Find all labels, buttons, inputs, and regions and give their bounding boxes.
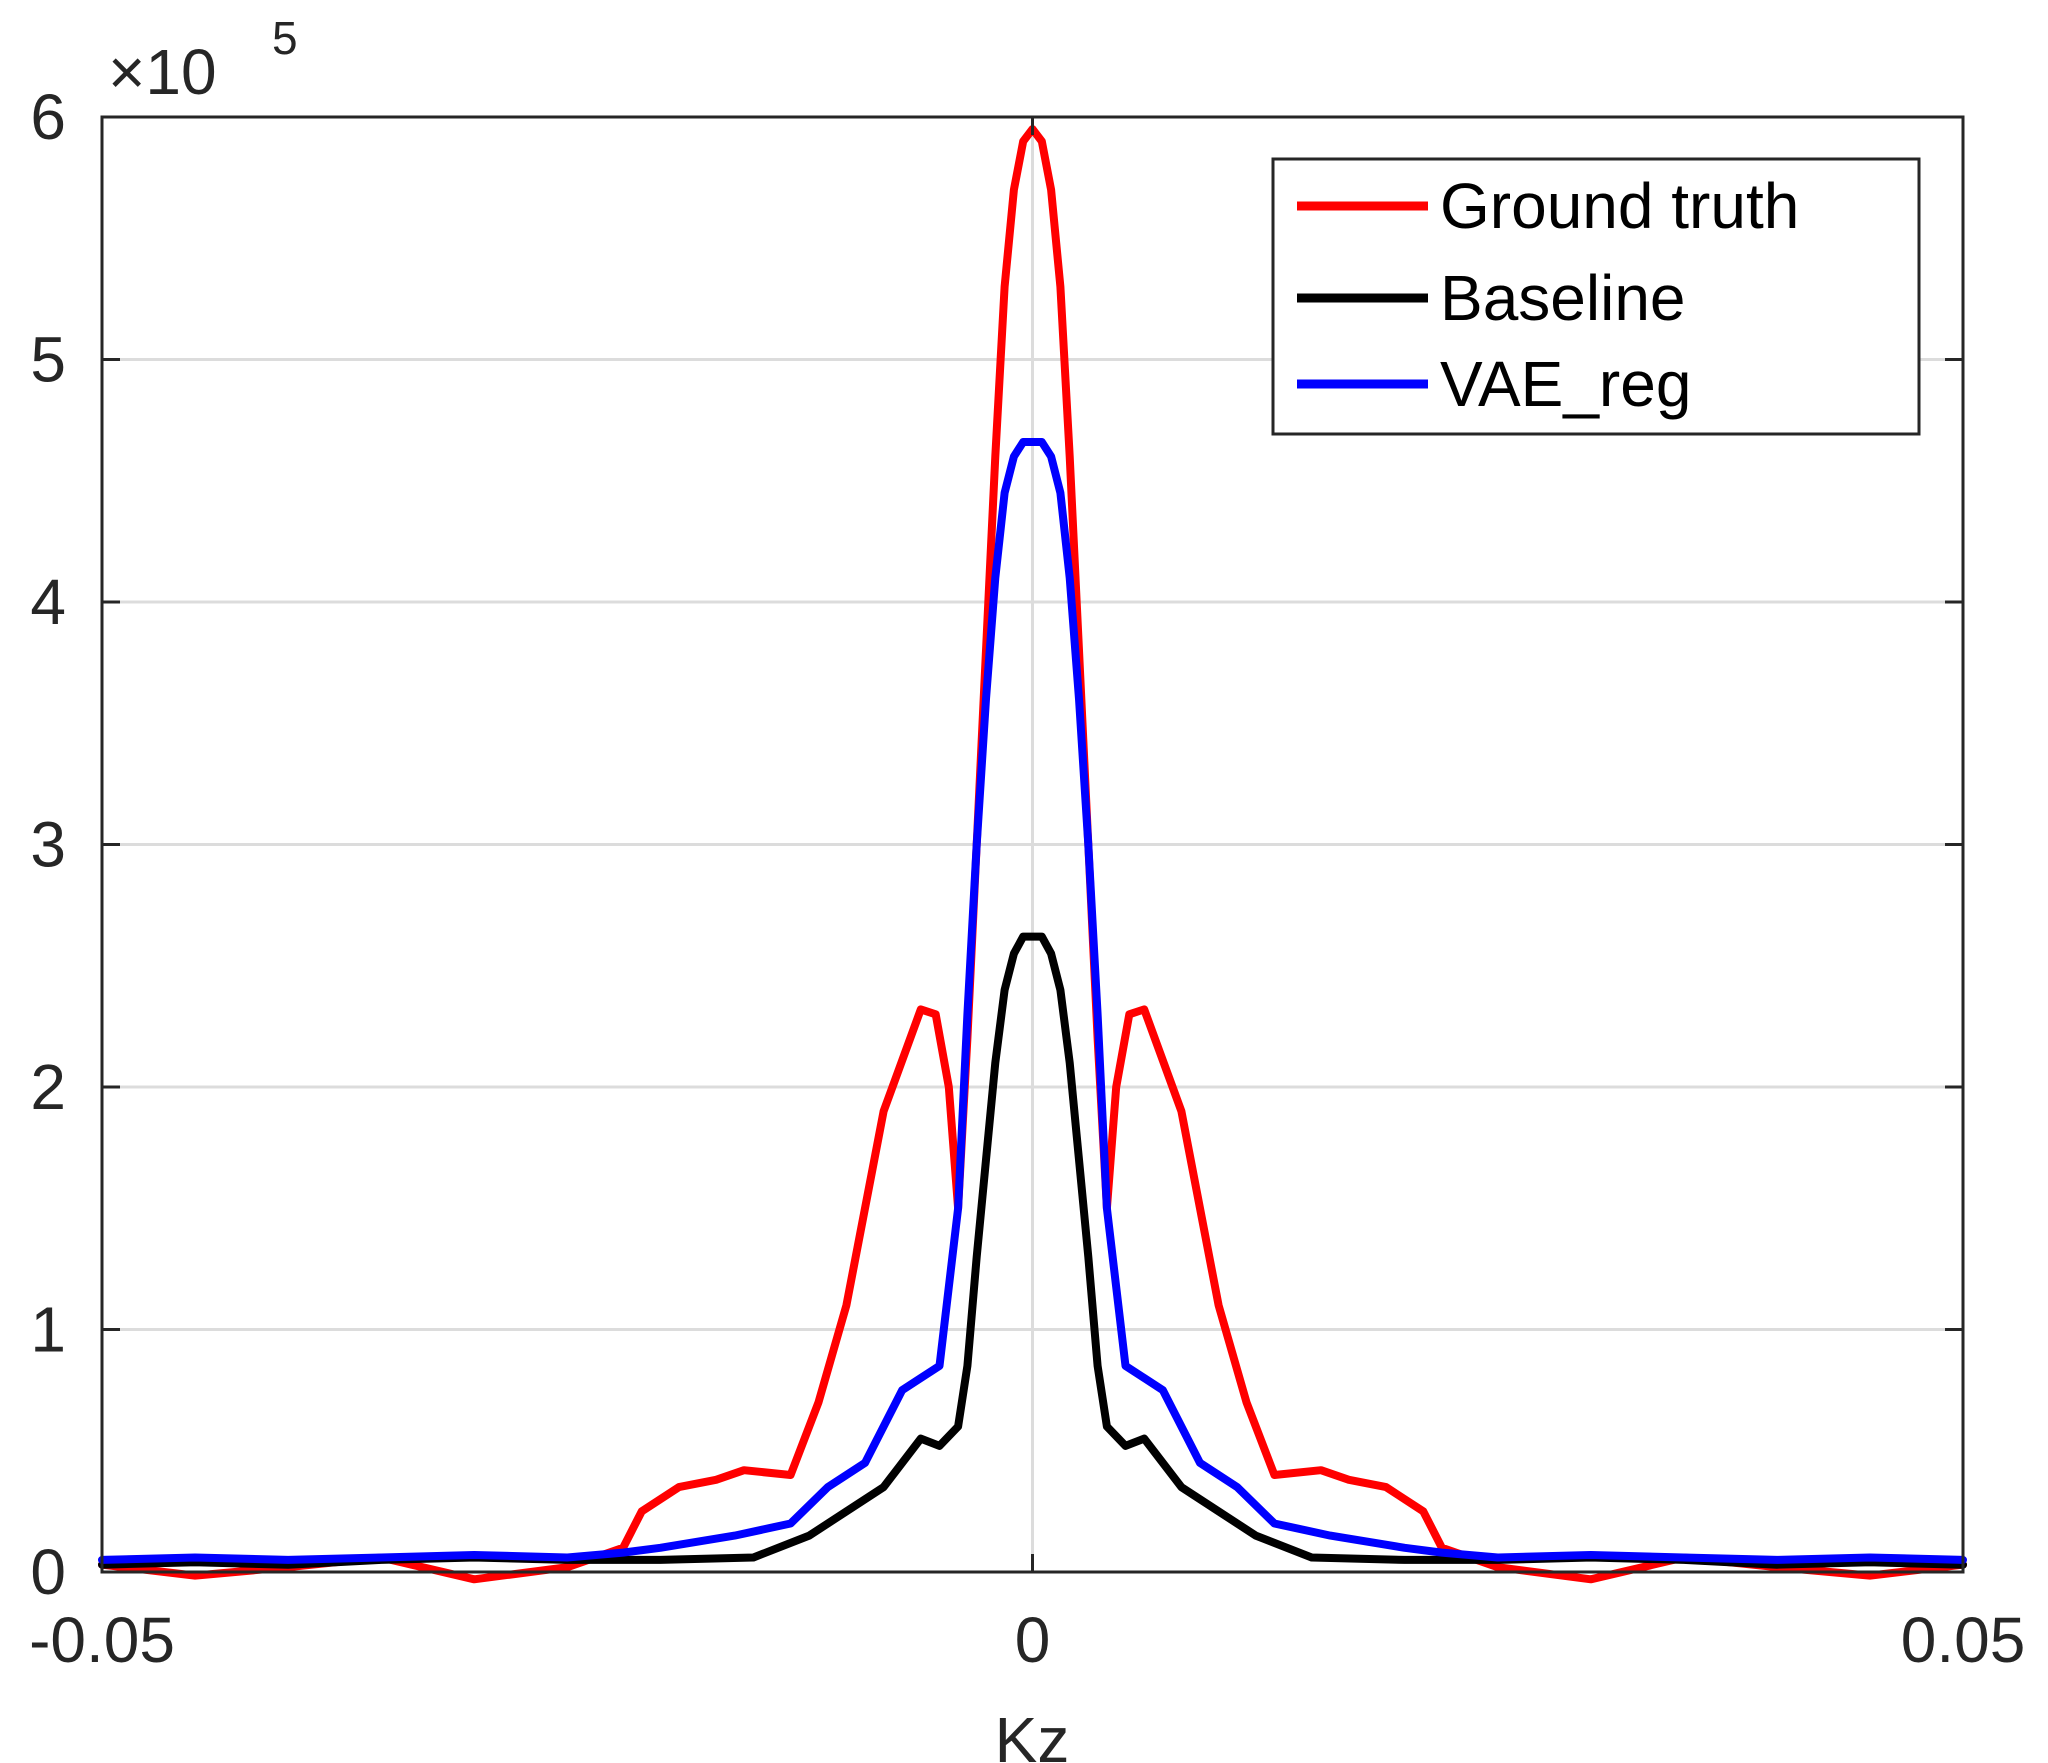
y-multiplier-base: ×10	[108, 36, 217, 108]
x-axis-label: Kz	[995, 1704, 1070, 1763]
y-tick-label: 5	[30, 324, 66, 396]
y-tick-label: 1	[30, 1294, 66, 1366]
legend-label-ground-truth: Ground truth	[1440, 170, 1799, 242]
y-tick-label: 0	[30, 1536, 66, 1608]
y-tick-label: 3	[30, 809, 66, 881]
y-multiplier-exponent: 5	[272, 12, 298, 64]
legend: Ground truth Baseline VAE_reg	[1271, 157, 1921, 436]
series-line-vae-reg	[98, 438, 1967, 1564]
y-axis-multiplier: ×10 5	[108, 12, 298, 108]
x-tick-label: 0.05	[1901, 1604, 2026, 1676]
y-tick-label: 4	[30, 566, 66, 638]
y-tick-label: 2	[30, 1051, 66, 1123]
y-tick-label: 6	[30, 81, 66, 153]
axis-ticks	[100, 115, 1965, 1574]
legend-label-vae-reg: VAE_reg	[1440, 348, 1691, 420]
x-tick-label: 0	[1015, 1604, 1051, 1676]
x-tick-label: -0.05	[29, 1604, 175, 1676]
legend-label-baseline: Baseline	[1440, 262, 1686, 334]
grid-lines	[102, 117, 1963, 1572]
series-line-baseline	[98, 932, 1967, 1569]
